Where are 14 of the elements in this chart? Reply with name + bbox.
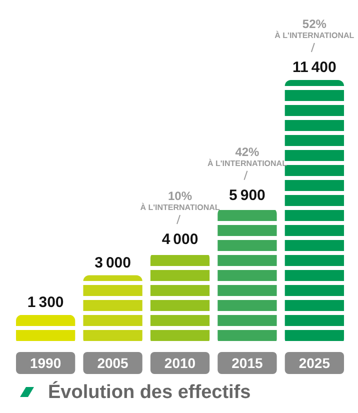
x-tick-label: 2025 bbox=[298, 355, 330, 371]
data-label: 11 400 bbox=[292, 59, 336, 76]
x-tick-label: 1990 bbox=[30, 355, 62, 371]
x-tick-label: 2010 bbox=[164, 355, 196, 371]
annotation: 42% À L'INTERNATIONAL bbox=[207, 144, 288, 168]
x-tick-label: 2005 bbox=[97, 355, 129, 371]
x-tick-label: 2015 bbox=[232, 355, 263, 371]
text: Évolution des effectifs bbox=[48, 381, 251, 403]
data-label: 4 000 bbox=[162, 231, 198, 248]
text: 52% À L'INTERNATIONAL bbox=[274, 17, 354, 40]
data-label: 3 000 bbox=[94, 254, 131, 272]
annotation: 10% À L'INTERNATIONAL bbox=[140, 189, 220, 212]
data-label: 1 300 bbox=[27, 294, 64, 311]
data-label: 5 900 bbox=[229, 186, 266, 204]
